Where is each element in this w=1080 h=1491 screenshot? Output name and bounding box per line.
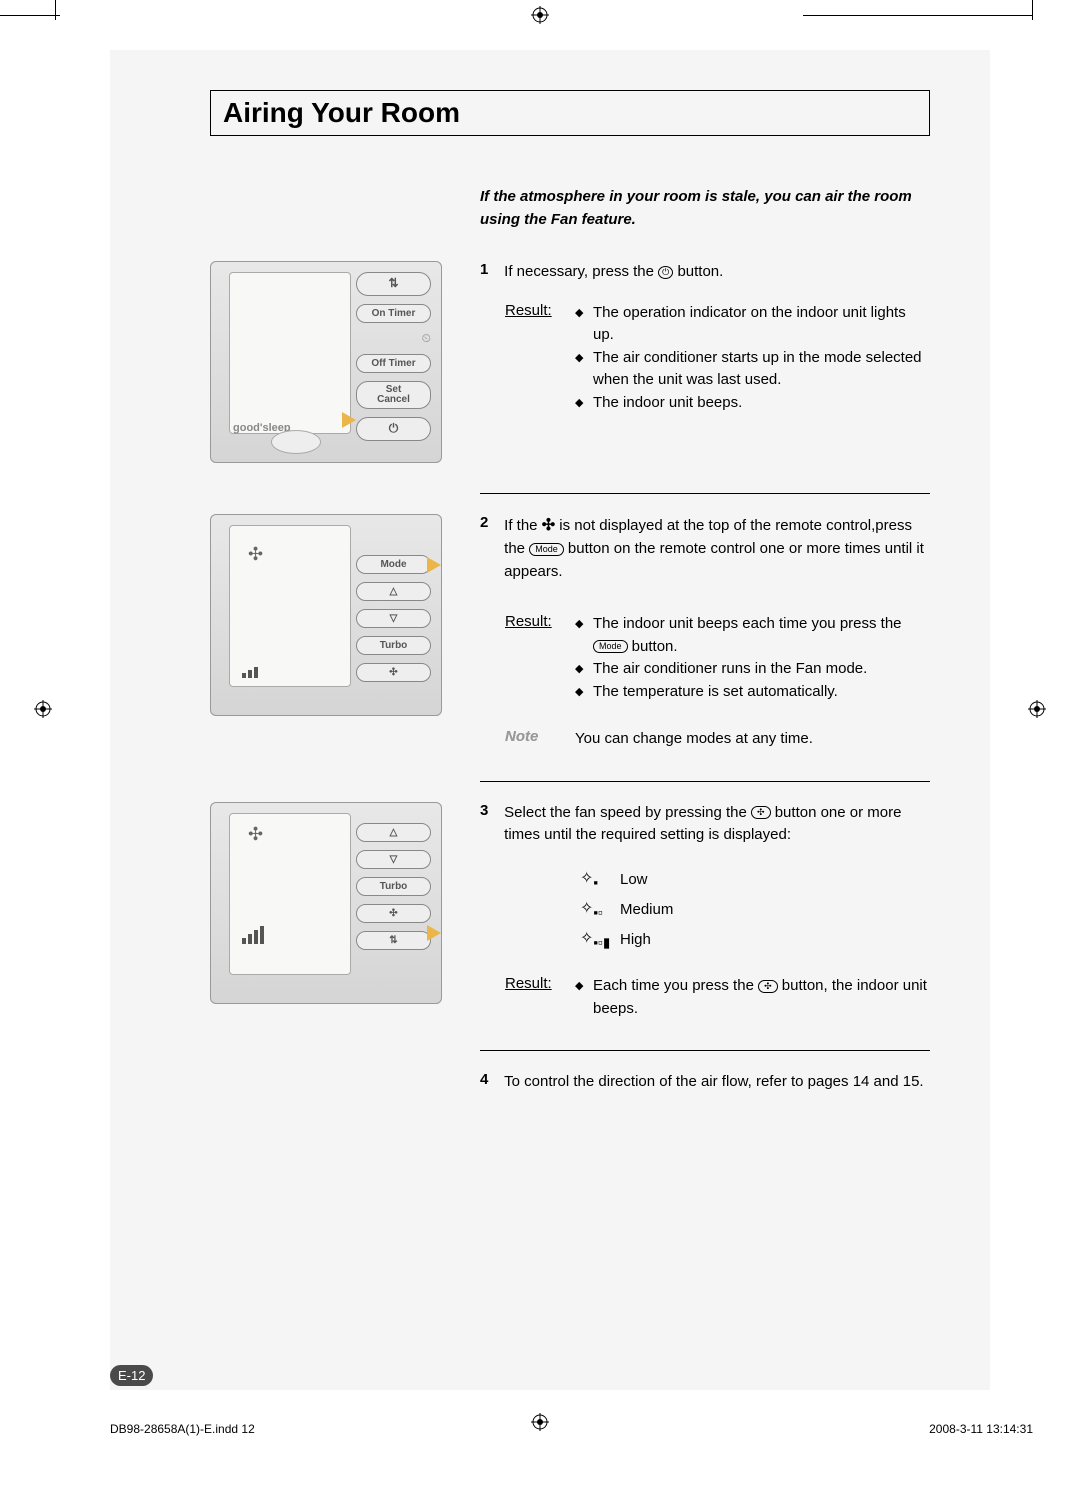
step-number: 4 xyxy=(480,1071,500,1088)
step-text: To control the direction of the air flow… xyxy=(504,1071,929,1094)
remote-illustration-3: ✣ △ ▽ Turbo ✣ ⇅ xyxy=(210,802,442,1004)
step-2: ✣ Mode △ ▽ Turbo ✣ xyxy=(210,514,930,751)
step-text: If the ✣ is not displayed at the top of … xyxy=(504,514,929,583)
page-title: Airing Your Room xyxy=(223,97,917,129)
content-area: Airing Your Room If the atmosphere in yo… xyxy=(110,50,980,1114)
crop-line xyxy=(803,15,1033,16)
fan-high-icon: ✧▪▫▮ xyxy=(580,925,620,955)
note-label: Note xyxy=(505,728,575,751)
crop-line xyxy=(55,0,56,20)
footer-filename: DB98-28658A(1)-E.indd 12 xyxy=(110,1422,255,1436)
registration-mark-icon xyxy=(531,6,549,24)
off-timer-button: Off Timer xyxy=(356,354,431,373)
registration-mark-icon xyxy=(1028,700,1046,718)
fan-speed-label: Medium xyxy=(620,896,673,923)
fan-speed-label: Low xyxy=(620,866,648,893)
result-bullets: The indoor unit beeps each time you pres… xyxy=(575,613,930,703)
signal-icon xyxy=(242,667,258,678)
divider xyxy=(480,493,930,494)
step-1: ⇅ On Timer ⏲ Off Timer Set Cancel ⏻ good… xyxy=(210,261,930,463)
footer: DB98-28658A(1)-E.indd 12 2008-3-11 13:14… xyxy=(110,1422,1033,1436)
mode-icon: Mode xyxy=(529,543,564,556)
page-number-badge: E-12 xyxy=(110,1365,153,1386)
remote-illustration-1: ⇅ On Timer ⏲ Off Timer Set Cancel ⏻ good… xyxy=(210,261,442,463)
set-cancel-button: Set Cancel xyxy=(356,381,431,409)
result-bullets: Each time you press the ✣ button, the in… xyxy=(575,975,930,1020)
fan-speed-label: High xyxy=(620,926,651,953)
mode-button: Mode xyxy=(356,555,431,574)
note-text: You can change modes at any time. xyxy=(575,728,930,751)
step-3: ✣ △ ▽ Turbo ✣ ⇅ xyxy=(210,802,930,1021)
pointer-icon xyxy=(342,412,356,428)
step-number: 1 xyxy=(480,261,500,278)
result-label: Result: xyxy=(505,613,575,703)
crop-line xyxy=(0,15,60,16)
fan-speed-table: ✧▪Low ✧▪▫Medium ✧▪▫▮High xyxy=(580,865,930,956)
fan-button-icon: ✣ xyxy=(758,980,778,993)
divider xyxy=(480,1050,930,1051)
signal-icon xyxy=(242,926,264,944)
intro-text: If the atmosphere in your room is stale,… xyxy=(480,186,930,231)
on-timer-button: On Timer xyxy=(356,304,431,323)
result-bullets: The operation indicator on the indoor un… xyxy=(575,302,930,415)
crop-line xyxy=(1032,0,1033,20)
step-number: 3 xyxy=(480,802,500,819)
fan-low-icon: ✧▪ xyxy=(580,865,620,895)
fan-button-icon: ✣ xyxy=(751,806,771,819)
step-text: If necessary, press the ⏻ button. xyxy=(504,261,929,284)
divider xyxy=(480,781,930,782)
fan-icon: ✣ xyxy=(248,824,263,845)
pointer-icon xyxy=(427,557,441,573)
step-text: Select the fan speed by pressing the ✣ b… xyxy=(504,802,929,847)
result-label: Result: xyxy=(505,975,575,1020)
result-label: Result: xyxy=(505,302,575,415)
turbo-button: Turbo xyxy=(356,877,431,896)
step-4: 4 To control the direction of the air fl… xyxy=(210,1071,930,1094)
fan-icon: ✣ xyxy=(542,514,555,538)
fan-icon: ✣ xyxy=(248,544,263,565)
fan-medium-icon: ✧▪▫ xyxy=(580,895,620,925)
onoff-icon: ⏻ xyxy=(658,266,673,279)
pointer-icon xyxy=(427,925,441,941)
registration-mark-icon xyxy=(34,700,52,718)
page: Airing Your Room If the atmosphere in yo… xyxy=(0,0,1080,1491)
remote-illustration-2: ✣ Mode △ ▽ Turbo ✣ xyxy=(210,514,442,716)
title-box: Airing Your Room xyxy=(210,90,930,136)
footer-timestamp: 2008-3-11 13:14:31 xyxy=(929,1422,1033,1436)
mode-icon: Mode xyxy=(593,640,628,653)
turbo-button: Turbo xyxy=(356,636,431,655)
step-number: 2 xyxy=(480,514,500,531)
